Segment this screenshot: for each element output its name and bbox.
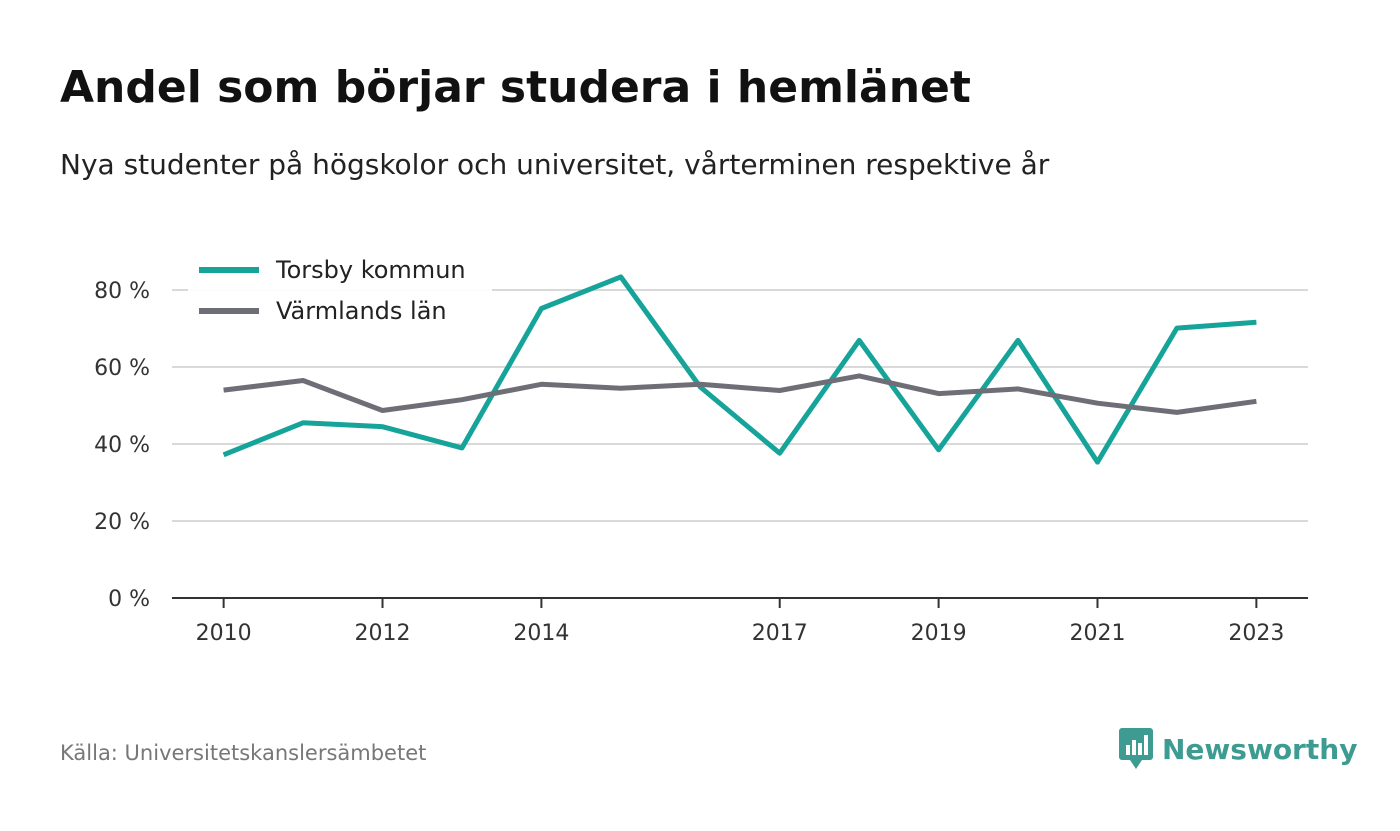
bar-chart-speech-bubble-icon	[1119, 728, 1153, 769]
x-tick-label: 2014	[513, 621, 569, 646]
x-tick-label: 2010	[196, 621, 252, 646]
legend-label: Torsby kommun	[275, 256, 466, 284]
y-tick-label: 40 %	[94, 433, 150, 458]
x-tick-label: 2023	[1228, 621, 1284, 646]
chart-title: Andel som börjar studera i hemlänet	[60, 62, 971, 113]
series-line-varmlands-lan	[223, 373, 1257, 415]
brand-name: Newsworthy	[1162, 732, 1358, 766]
legend-background	[188, 248, 492, 332]
source-note: Källa: Universitetskanslersämbetet	[60, 741, 427, 765]
y-tick-label: 0 %	[108, 587, 150, 612]
line-chart: 0 % 20 % 40 % 60 % 80 % 2010 2012 2014 2017 2019…	[94, 248, 1308, 646]
brand-logo: Newsworthy	[1118, 726, 1357, 772]
y-axis-tick-labels: 0 % 20 % 40 % 60 % 80 %	[94, 279, 150, 612]
y-tick-label: 60 %	[94, 356, 150, 381]
x-tick-label: 2019	[911, 621, 967, 646]
x-tick-label: 2017	[752, 621, 808, 646]
chart-subtitle: Nya studenter på högskolor och universit…	[60, 148, 1050, 181]
x-tick-label: 2021	[1069, 621, 1125, 646]
y-tick-label: 80 %	[94, 279, 150, 304]
legend: Torsby kommun Värmlands län	[188, 248, 492, 332]
series-lines	[222, 274, 1257, 465]
x-axis	[172, 597, 1308, 608]
series-line-torsby-kommun	[222, 274, 1257, 465]
x-axis-tick-labels: 2010 2012 2014 2017 2019 2021 2023	[196, 621, 1285, 646]
y-tick-label: 20 %	[94, 510, 150, 535]
x-tick-label: 2012	[355, 621, 411, 646]
legend-label: Värmlands län	[276, 297, 447, 325]
